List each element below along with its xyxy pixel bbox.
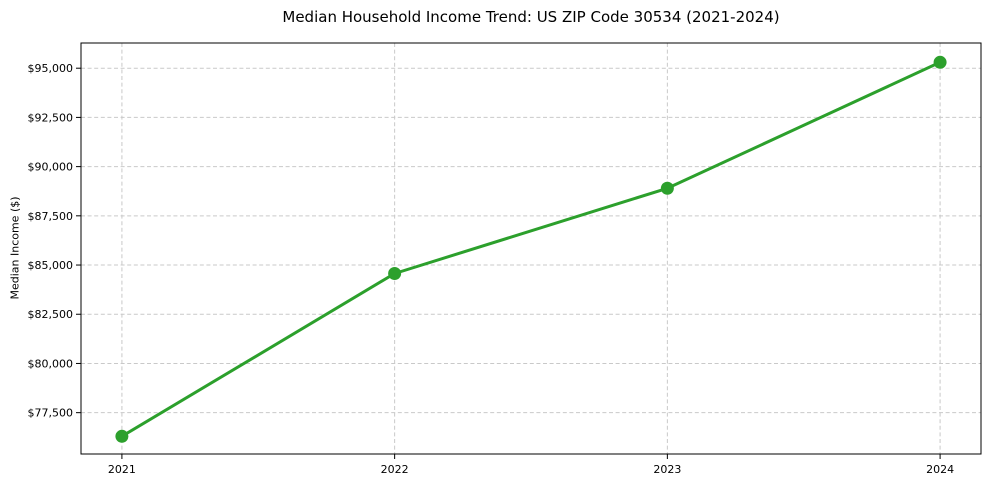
y-tick-label: $77,500: [28, 407, 74, 420]
y-tick-label: $80,000: [28, 357, 74, 370]
x-tick-label: 2021: [108, 463, 136, 476]
data-point-marker: [933, 55, 947, 69]
plot-border: [80, 42, 982, 455]
x-tick-label: 2024: [926, 463, 954, 476]
y-tick-label: $85,000: [28, 259, 74, 272]
x-tick-label: 2023: [653, 463, 681, 476]
y-tick-label: $87,500: [28, 210, 74, 223]
x-tick-label: 2022: [381, 463, 409, 476]
chart-title: Median Household Income Trend: US ZIP Co…: [282, 8, 780, 26]
data-point-marker: [115, 429, 129, 443]
data-point-marker: [660, 181, 674, 195]
y-tick-label: $82,500: [28, 308, 74, 321]
y-tick-label: $90,000: [28, 161, 74, 174]
y-tick-label: $92,500: [28, 111, 74, 124]
trend-line: [120, 60, 942, 438]
y-tick-label: $95,000: [28, 62, 74, 75]
data-point-marker: [388, 266, 402, 280]
